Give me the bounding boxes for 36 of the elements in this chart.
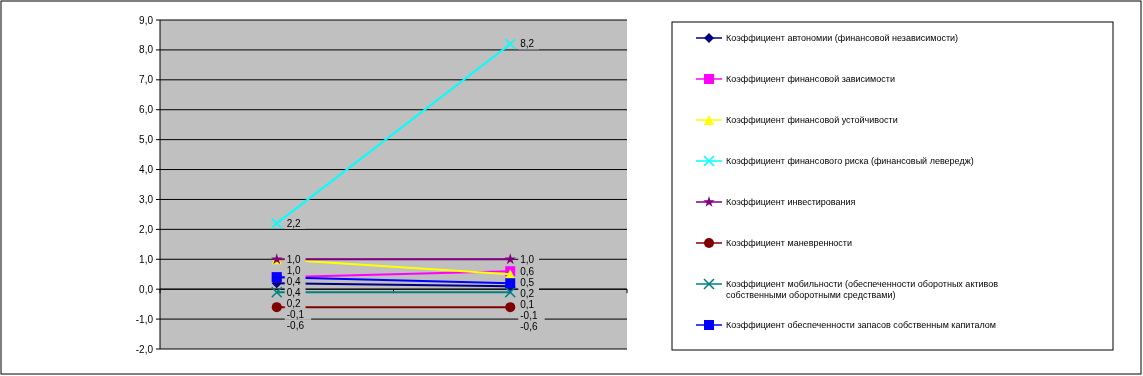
data-label: 8,2 xyxy=(520,38,535,50)
data-label: 0,4 xyxy=(286,286,302,298)
data-label: 0,5 xyxy=(520,276,535,288)
data-label: 2,2 xyxy=(286,217,302,229)
y-tick-label: 1,0 xyxy=(139,253,154,265)
data-label: -0,6 xyxy=(520,320,538,332)
legend-label: Коэффициент финансового риска (финансовый левередж) xyxy=(726,156,974,167)
legend-label: Коэффициент обеспеченности запасов собственным капиталом xyxy=(726,320,996,331)
legend-label: Коэффициент инвестирования xyxy=(726,197,856,208)
y-tick-label: 3,0 xyxy=(139,193,154,205)
y-tick-label: 8,0 xyxy=(139,44,154,56)
data-label: 1,0 xyxy=(286,253,302,265)
y-tick-label: 6,0 xyxy=(139,104,154,116)
y-tick-label: 2,0 xyxy=(139,223,154,235)
y-tick-label: 7,0 xyxy=(139,74,154,86)
data-label: 0,2 xyxy=(286,297,302,309)
y-tick-label: 5,0 xyxy=(139,134,154,146)
legend-label: Коэффициент финансовой устойчивости xyxy=(726,115,898,126)
data-label: 0,4 xyxy=(286,275,302,287)
data-label: 0,2 xyxy=(520,287,535,299)
legend-label: Коэффициент финансовой зависимости xyxy=(726,74,895,85)
data-label: 0,6 xyxy=(520,265,535,277)
legend-label: Коэффициент маневренности xyxy=(726,238,853,249)
y-tick-label: -1,0 xyxy=(135,313,154,325)
data-label: -0,1 xyxy=(286,308,305,320)
data-label: 1,0 xyxy=(286,264,302,276)
y-tick-label: 9,0 xyxy=(139,14,154,26)
data-label: -0,6 xyxy=(286,319,305,331)
data-label: 1,0 xyxy=(520,253,535,265)
legend-label: Коэффициент автономии (финансовой независимости) xyxy=(726,33,959,44)
legend-label: Коэффициент мобильности (обеспеченности оборотных активов собственными оборотными средствами) xyxy=(726,279,999,300)
data-label: -0,1 xyxy=(520,309,538,321)
y-tick-label: 4,0 xyxy=(139,164,154,176)
y-tick-label: 0,0 xyxy=(139,283,154,295)
data-label: 0,1 xyxy=(520,298,535,310)
y-tick-label: -2,0 xyxy=(135,343,154,355)
